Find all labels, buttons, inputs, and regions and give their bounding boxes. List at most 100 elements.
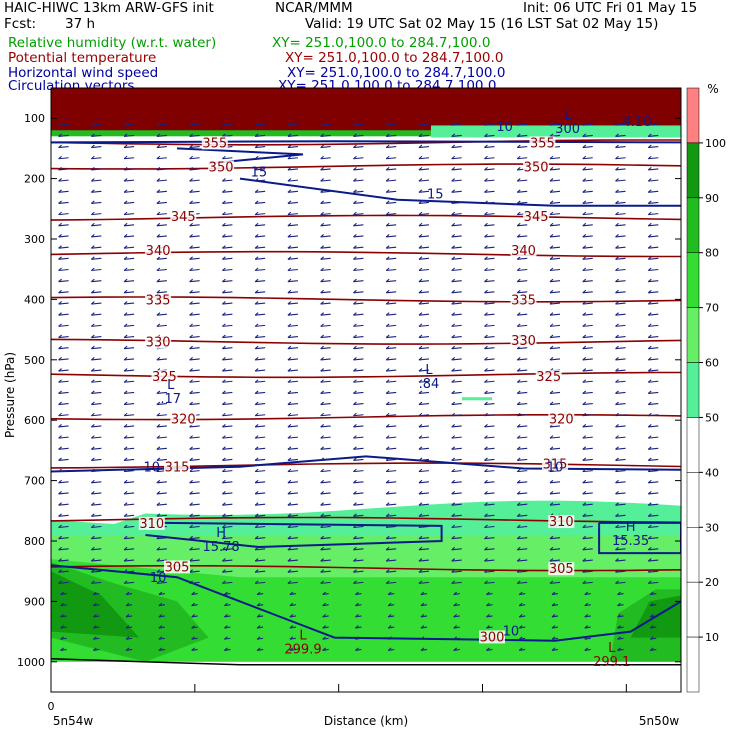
- circulation-vector-head: [549, 580, 554, 584]
- circulation-vector: [418, 581, 430, 584]
- circulation-vector: [222, 525, 233, 529]
- circulation-vector: [582, 335, 593, 339]
- wind-label-2: 10: [144, 461, 161, 476]
- circulation-vector-head: [516, 524, 521, 528]
- colorbar-segment: [686, 362, 700, 418]
- circulation-vector: [255, 347, 266, 350]
- x-axis-label: Distance (km): [324, 714, 408, 728]
- circulation-vector-head: [123, 580, 128, 584]
- circulation-vector: [58, 335, 69, 339]
- circulation-vector: [58, 391, 69, 394]
- wind-contour-low: [51, 564, 681, 642]
- circulation-vector-head: [484, 289, 488, 294]
- circulation-vector: [124, 291, 135, 294]
- circulation-vector: [484, 302, 495, 305]
- circulation-vector-head: [156, 401, 161, 406]
- circulation-vector: [484, 492, 495, 495]
- circulation-vector: [124, 481, 135, 484]
- circulation-vector-head: [60, 602, 64, 607]
- circulation-vector: [451, 425, 462, 428]
- circulation-vector: [386, 447, 397, 450]
- circulation-vector: [418, 458, 430, 462]
- circulation-vector-head: [156, 446, 161, 450]
- circulation-vector: [451, 134, 462, 137]
- circulation-vector-head: [58, 401, 62, 406]
- circulation-vector-head: [189, 356, 193, 361]
- circulation-vector: [189, 179, 200, 182]
- circulation-vector: [353, 235, 364, 238]
- circulation-vector: [451, 458, 462, 462]
- circulation-vector-head: [222, 502, 226, 506]
- circulation-vector-head: [91, 502, 95, 506]
- circulation-vector-head: [549, 122, 554, 126]
- circulation-vector: [418, 257, 430, 260]
- theta-contour-325: [51, 371, 681, 379]
- circulation-vector-head: [418, 289, 423, 294]
- circulation-vector: [648, 280, 659, 283]
- circulation-vector-head: [385, 390, 390, 394]
- circulation-vector: [451, 302, 462, 305]
- circulation-vector: [517, 369, 528, 372]
- circulation-vector-head: [647, 424, 652, 428]
- circulation-vector: [124, 458, 135, 462]
- circulation-vector-head: [93, 602, 97, 607]
- theta-label-bg: [523, 210, 550, 224]
- circulation-vector-head: [353, 234, 357, 238]
- circulation-vector-head: [451, 267, 456, 271]
- circulation-vector-head: [615, 278, 619, 283]
- colorbar-segment: [686, 197, 700, 253]
- circulation-vector-head: [385, 368, 390, 372]
- circulation-vector: [255, 537, 266, 540]
- circulation-vector-head: [451, 412, 456, 417]
- circulation-vector: [124, 224, 135, 227]
- circulation-vector-head: [58, 491, 62, 495]
- circulation-vector-head: [516, 580, 521, 584]
- circulation-vector: [124, 537, 135, 540]
- circulation-vector: [255, 436, 266, 439]
- circulation-vector-head: [287, 256, 292, 260]
- theta-label-bg: [170, 412, 197, 426]
- theta-label-22: 300: [480, 630, 505, 645]
- circulation-vector-head: [320, 178, 325, 182]
- circulation-vector-head: [385, 133, 390, 137]
- circulation-vector: [451, 291, 462, 294]
- circulation-vector-head: [91, 468, 95, 473]
- circulation-vector-head: [615, 178, 619, 182]
- circulation-vector-head: [582, 144, 587, 149]
- circulation-vector: [156, 403, 167, 406]
- circulation-vector-head: [123, 222, 128, 227]
- extremum-value-4: 299.9: [284, 643, 321, 658]
- circulation-vector-head: [549, 535, 554, 540]
- circulation-vector: [484, 291, 495, 294]
- circulation-vector-head: [418, 546, 423, 551]
- circulation-vector-head: [385, 234, 390, 238]
- circulation-vector-head: [156, 513, 161, 517]
- circulation-vector: [648, 414, 659, 417]
- circulation-vector-head: [647, 323, 652, 327]
- circulation-vector: [222, 481, 233, 484]
- circulation-vector-head: [254, 200, 259, 204]
- circulation-vector-head: [549, 245, 554, 249]
- circulation-vector: [418, 380, 430, 383]
- circulation-vector: [648, 157, 659, 160]
- circulation-vector: [156, 179, 167, 182]
- y-tick-label-1000: 1000: [17, 656, 45, 669]
- circulation-vector: [353, 581, 364, 584]
- circulation-vector: [58, 213, 69, 216]
- circulation-vector-head: [58, 546, 62, 551]
- circulation-vector: [58, 157, 69, 160]
- circulation-vector-head: [484, 390, 488, 394]
- circulation-vector: [58, 201, 69, 205]
- circulation-vector: [353, 302, 364, 305]
- circulation-vector: [124, 324, 135, 327]
- circulation-vector-head: [320, 122, 325, 126]
- circulation-vector-head: [353, 189, 357, 193]
- circulation-vector: [484, 134, 495, 137]
- circulation-vector-head: [647, 155, 652, 160]
- theta-label-bg: [145, 293, 172, 307]
- circulation-vector: [255, 146, 266, 149]
- circulation-vector-head: [385, 178, 390, 182]
- circulation-vector-head: [125, 625, 130, 629]
- circulation-vector-head: [320, 491, 325, 495]
- y-tick-label-600: 600: [24, 414, 45, 427]
